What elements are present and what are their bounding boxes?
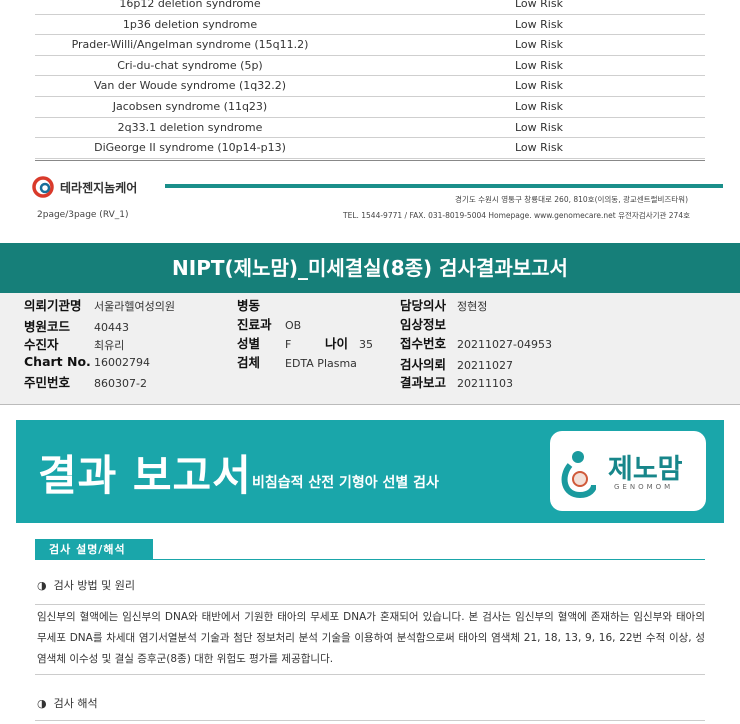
patient-name: 최유리 [94,339,125,352]
table-bottom-line [35,160,705,161]
interpretation-heading: ◑ 검사 해석 [37,697,98,710]
risk-value: Low Risk [515,38,563,52]
risk-value: Low Risk [515,141,563,155]
hospital-code: 40443 [94,321,129,334]
footer-accent-line [165,184,723,188]
risk-value: Low Risk [515,100,563,113]
company-logo-icon [32,176,54,198]
risk-value: Low Risk [515,120,563,134]
banner-title: 결과 보고서 [38,451,252,500]
table-row: 2q33.1 deletion syndrome Low Risk [35,118,705,139]
age: 35 [359,338,373,351]
institution: 서울라헬여성의원 [94,300,175,313]
banner-subtitle: 비침습적 산전 기형아 선별 검사 [252,475,439,491]
divider [35,604,705,605]
report-header: NIPT(제노맘)_미세결실(8종) 검사결과보고서 [0,243,740,405]
risk-value: Low Risk [515,0,563,10]
section-tab: 검사 설명/해석 [35,539,153,560]
syndrome-name: Van der Woude syndrome (1q32.2) [93,79,287,93]
department: OB [285,319,302,332]
genomom-logo: 제노맘 GENOMOM [550,431,706,511]
syndrome-name: Prader-Willi/Angelman syndrome (15q11.2) [71,38,309,52]
risk-value: Low Risk [515,79,563,93]
syndrome-name: 16p12 deletion syndrome [119,0,261,10]
syndrome-name: 1p36 deletion syndrome [122,17,258,31]
table-row: Cri-du-chat syndrome (5p) Low Risk [35,56,705,77]
table-row: Jacobsen syndrome (11q23) Low Risk [35,97,705,118]
syndrome-name: Jacobsen syndrome (11q23) [112,100,268,113]
half-circle-icon: ◑ [37,697,47,710]
company-address: 경기도 수원시 영통구 창룡대로 260, 810호(이의동, 광교센트럴비즈타… [455,195,688,204]
request-date: 20211027 [457,359,513,372]
table-row: Prader-Willi/Angelman syndrome (15q11.2)… [35,35,705,56]
section-line [35,559,705,560]
risk-value: Low Risk [515,17,563,31]
page-number: 2page/3page (RV_1) [37,210,129,220]
resident-number: 860307-2 [94,377,147,390]
result-date: 20211103 [457,377,513,390]
method-text: 임신부의 혈액에는 임신부의 DNA와 태반에서 기원한 태아의 무세포 DNA… [37,611,705,665]
divider [35,674,705,675]
table-row: Van der Woude syndrome (1q32.2) Low Risk [35,76,705,97]
company-logo: 테라젠지놈케어 [32,176,137,198]
company-contact: TEL. 1544-9771 / FAX. 031-8019-5004 Home… [343,211,690,220]
genomom-logo-icon [561,451,596,499]
doctor: 정현정 [457,300,488,313]
divider [35,720,705,721]
result-banner: 결과 보고서 비침습적 산전 기형아 선별 검사 제노맘 GENOMOM [16,420,724,523]
syndrome-name: DiGeorge II syndrome (10p14-p13) [94,141,286,155]
method-heading: ◑ 검사 방법 및 원리 [37,579,135,592]
chart-number: 16002794 [94,356,150,369]
table-row: 1p36 deletion syndrome Low Risk [35,15,705,36]
syndrome-name: 2q33.1 deletion syndrome [117,120,263,134]
table-row: 16p12 deletion syndrome Low Risk [35,0,705,15]
sex: F [285,338,292,351]
risk-value: Low Risk [515,58,563,72]
table-row: DiGeorge II syndrome (10p14-p13) Low Risk [35,138,705,159]
receipt-number: 20211027-04953 [457,338,552,351]
specimen: EDTA Plasma [285,357,357,370]
half-circle-icon: ◑ [37,579,47,592]
syndrome-name: Cri-du-chat syndrome (5p) [117,58,263,72]
report-title: NIPT(제노맘)_미세결실(8종) 검사결과보고서 [0,243,740,293]
